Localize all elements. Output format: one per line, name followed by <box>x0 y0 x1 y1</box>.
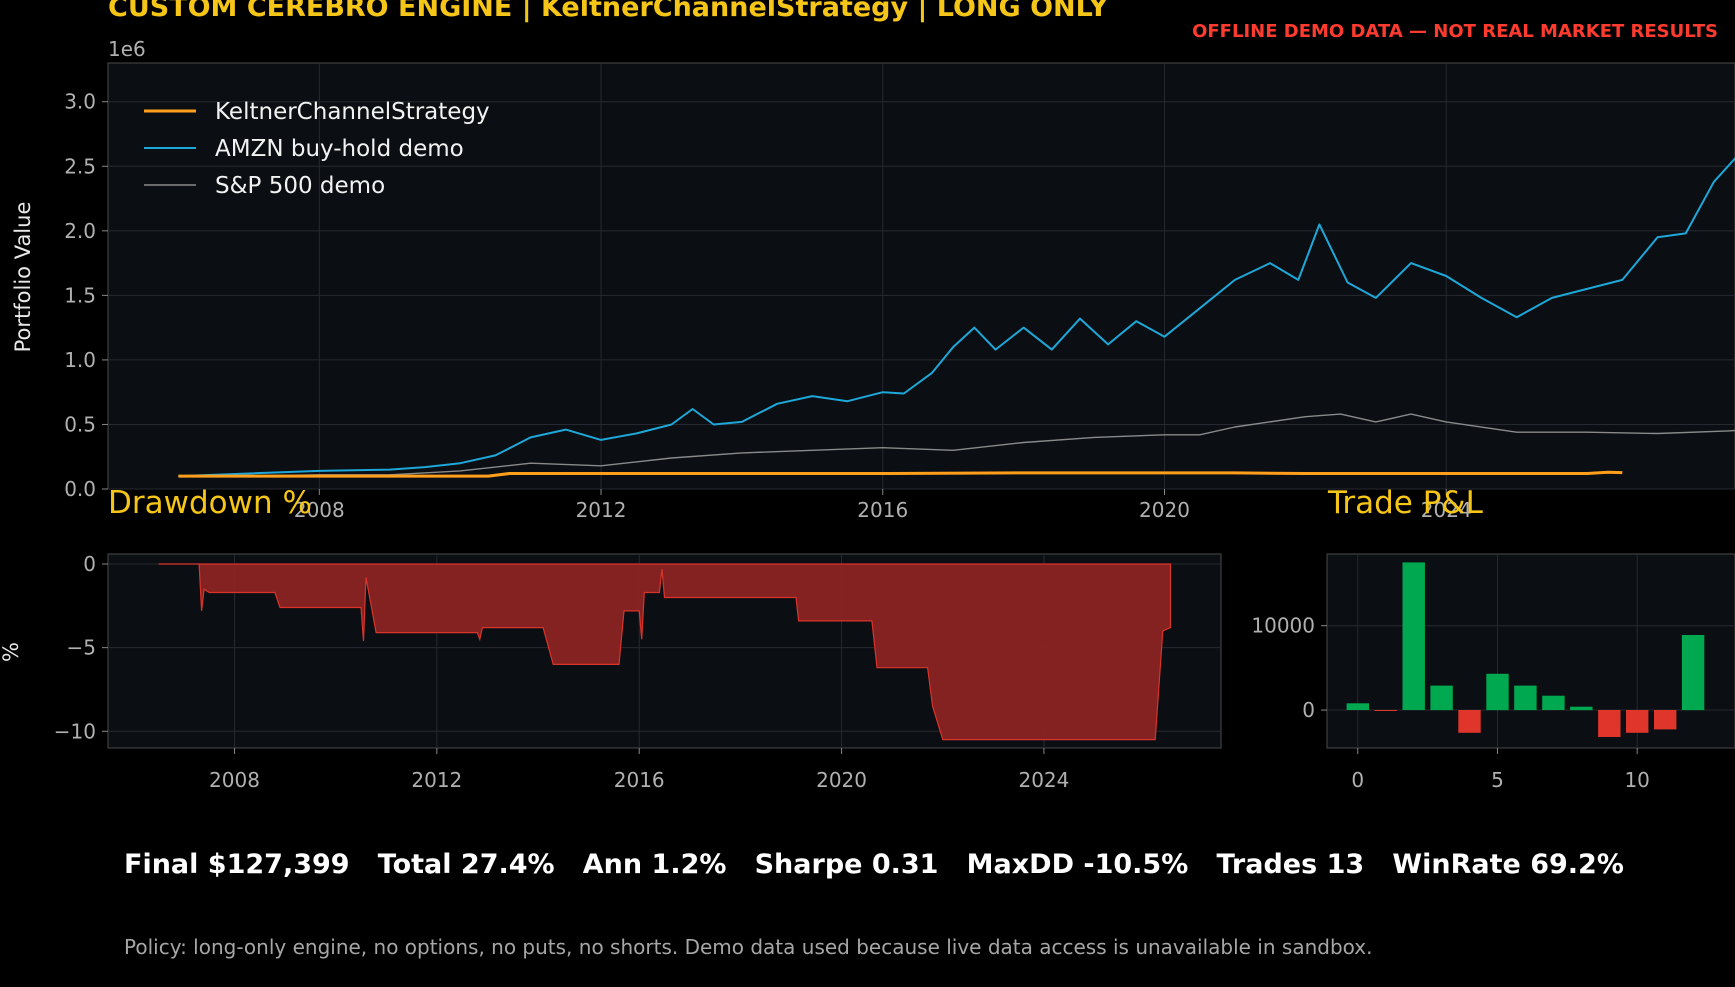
equity-xtick-label: 2024 <box>1421 498 1472 522</box>
trade-bar <box>1514 685 1537 711</box>
trade-bar <box>1654 710 1677 730</box>
trade-pl-chart: 0 5 10 0 10000 Trade P&L <box>1251 485 1735 792</box>
legend-label: AMZN buy-hold demo <box>215 136 464 162</box>
equity-curve-chart: 2008 2012 2016 2020 2024 0.0 0.5 1.0 1.5 2.0 2.5 3.… <box>11 37 1735 522</box>
policy-note: Policy: long-only engine, no options, no… <box>124 935 1373 959</box>
trade-bar <box>1402 562 1425 710</box>
equity-ytick-label: 0.0 <box>64 477 96 501</box>
legend-label: S&P 500 demo <box>215 173 385 199</box>
trade-pl-xtick-label: 0 <box>1351 768 1364 792</box>
equity-xtick-label: 2020 <box>1139 498 1190 522</box>
trade-pl-title: Trade P&L <box>1327 485 1484 521</box>
trade-bar <box>1598 710 1621 737</box>
trade-bar <box>1542 695 1565 710</box>
drawdown-xtick-label: 2016 <box>614 768 665 792</box>
drawdown-xtick-label: 2012 <box>411 768 462 792</box>
series-line-amzn-buy-hold-demo <box>178 157 1735 478</box>
equity-xtick-label: 2016 <box>857 498 908 522</box>
legend-label: KeltnerChannelStrategy <box>215 99 490 125</box>
drawdown-title: Drawdown % <box>108 485 312 521</box>
trade-bar <box>1570 706 1593 711</box>
equity-ytick-label: 1.0 <box>64 348 96 372</box>
drawdown-ytick-label: 0 <box>83 552 96 576</box>
trade-bar <box>1626 710 1649 733</box>
drawdown-area <box>158 563 1171 741</box>
drawdown-fill <box>158 563 1171 741</box>
drawdown-ylabel: % <box>0 642 23 662</box>
drawdown-xtick-label: 2008 <box>209 768 260 792</box>
trade-bar <box>1681 635 1705 711</box>
equity-ytick-label: 0.5 <box>64 412 96 436</box>
drawdown-chart: 2008 2012 2016 2020 2024 0 −5 −10 Drawdown % % <box>0 485 1222 792</box>
trade-bar <box>1346 703 1369 710</box>
performance-summary: Final $127,399 Total 27.4% Ann 1.2% Shar… <box>124 849 1624 880</box>
figure-title: CUSTOM CEREBRO ENGINE | KeltnerChannelSt… <box>108 0 1109 23</box>
series-line-s-p-500-demo <box>178 413 1735 477</box>
equity-ytick-label: 1.5 <box>64 283 96 307</box>
equity-series-lines <box>178 157 1735 478</box>
drawdown-ytick-label: −5 <box>67 636 96 660</box>
equity-legend: KeltnerChannelStrategy AMZN buy-hold demo… <box>144 99 490 199</box>
equity-plot-area <box>107 62 1735 490</box>
drawdown-xtick-label: 2024 <box>1018 768 1069 792</box>
trade-bar <box>1374 710 1397 711</box>
equity-xtick-label: 2008 <box>294 498 345 522</box>
trade-pl-ytick-label: 10000 <box>1251 614 1315 638</box>
trade-pl-bars <box>1346 562 1705 737</box>
trade-pl-xtick-label: 5 <box>1491 768 1504 792</box>
drawdown-tick-labels: 2008 2012 2016 2020 2024 0 −5 −10 <box>54 552 1070 792</box>
trade-pl-tick-labels: 0 5 10 0 10000 <box>1251 614 1650 792</box>
trade-pl-ytick-label: 0 <box>1302 698 1315 722</box>
series-line-keltnerchannelstrategy <box>178 470 1623 478</box>
drawdown-xtick-label: 2020 <box>816 768 867 792</box>
equity-ytick-label: 2.5 <box>64 154 96 178</box>
equity-ytick-label: 3.0 <box>64 90 96 114</box>
demo-data-warning: OFFLINE DEMO DATA — NOT REAL MARKET RESU… <box>1192 21 1718 42</box>
trade-bar <box>1458 710 1481 733</box>
equity-ylabel: Portfolio Value <box>11 202 35 353</box>
equity-xtick-label: 2012 <box>576 498 627 522</box>
equity-ytick-label: 2.0 <box>64 219 96 243</box>
trade-bar <box>1486 673 1509 711</box>
drawdown-ytick-label: −10 <box>54 719 96 743</box>
trade-pl-xtick-label: 10 <box>1624 768 1649 792</box>
equity-tick-labels: 2008 2012 2016 2020 2024 0.0 0.5 1.0 1.5 2.0 2.5 3.… <box>64 90 1471 522</box>
trade-bar <box>1430 685 1453 711</box>
y-offset-label: 1e6 <box>108 37 146 61</box>
